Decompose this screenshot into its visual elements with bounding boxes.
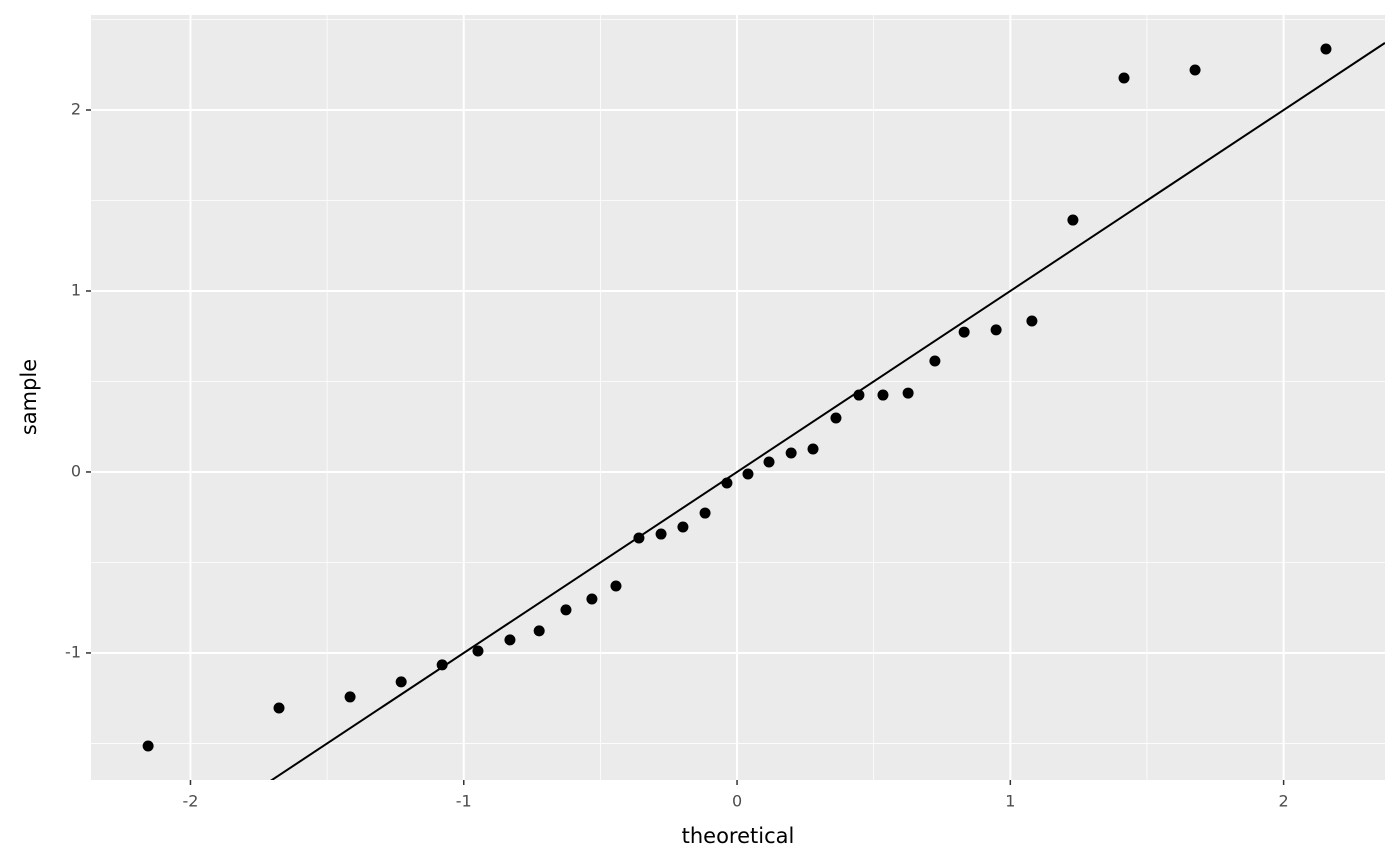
point	[902, 387, 914, 399]
point	[436, 659, 448, 671]
x-axis-title: theoretical	[682, 824, 795, 848]
x-tick-label: 1	[1005, 792, 1015, 811]
y-axis-title: sample	[17, 359, 41, 435]
point	[560, 604, 572, 616]
y-tick-label: -1	[65, 642, 81, 661]
point	[273, 702, 285, 714]
axes: -2 -1 0 1 2 -1 0 1 2	[65, 100, 1289, 811]
plot-area	[142, 42, 1385, 780]
point	[655, 528, 667, 540]
point	[807, 443, 819, 455]
point	[958, 326, 970, 338]
x-tick-label: 0	[732, 792, 742, 811]
point	[877, 389, 889, 401]
point	[142, 740, 154, 752]
point	[344, 691, 356, 703]
point	[785, 447, 797, 459]
point	[699, 507, 711, 519]
y-tick-label: 2	[71, 100, 81, 119]
point	[586, 593, 598, 605]
x-tick-label: -1	[456, 792, 472, 811]
reference-line	[270, 42, 1385, 780]
point	[830, 412, 842, 424]
point	[1189, 64, 1201, 76]
x-tick-label: -2	[182, 792, 198, 811]
point	[633, 532, 645, 544]
point	[533, 625, 545, 637]
point	[763, 456, 775, 468]
point	[504, 634, 516, 646]
y-tick-label: 1	[71, 280, 81, 299]
point	[610, 580, 622, 592]
point	[1026, 315, 1038, 327]
point	[1118, 72, 1130, 84]
point	[677, 521, 689, 533]
point	[1320, 43, 1332, 55]
point	[472, 645, 484, 657]
point	[395, 676, 407, 688]
point	[721, 477, 733, 489]
point	[929, 355, 941, 367]
point	[1067, 214, 1079, 226]
point	[742, 468, 754, 480]
x-tick-label: 2	[1279, 792, 1289, 811]
point	[990, 324, 1002, 336]
y-tick-label: 0	[71, 461, 81, 480]
point	[853, 389, 865, 401]
